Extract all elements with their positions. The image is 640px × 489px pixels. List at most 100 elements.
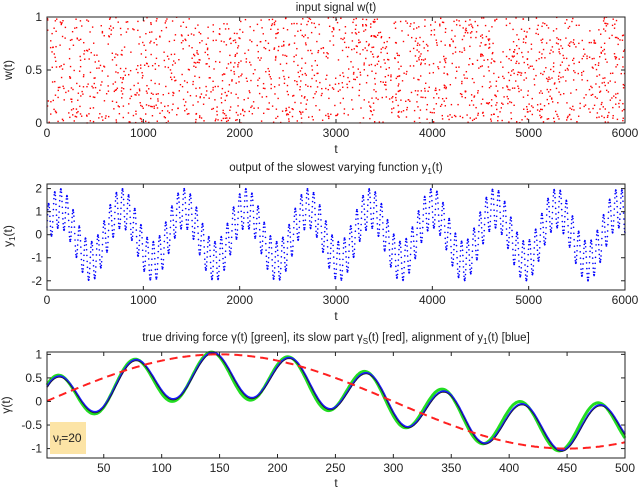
w-point (594, 64, 597, 66)
y1-point (509, 219, 512, 221)
w-point (275, 33, 277, 35)
y1-point (122, 193, 125, 196)
y1-point (542, 221, 544, 224)
w-point (594, 42, 597, 44)
y1-point (193, 227, 196, 229)
w-point (157, 100, 159, 102)
w-point (516, 60, 518, 63)
w-point (434, 89, 436, 92)
w-point (500, 61, 502, 63)
y1-point (612, 220, 615, 222)
y1-point (265, 255, 268, 258)
w-point (402, 40, 405, 43)
y1-point (378, 232, 380, 234)
w-point (343, 37, 346, 39)
y1-point (441, 205, 444, 208)
w-point (282, 27, 285, 30)
w-point (168, 111, 171, 114)
y1-point (228, 250, 231, 252)
w-point (552, 51, 554, 53)
w-point (295, 54, 297, 56)
y1-point (498, 199, 501, 202)
w-point (214, 99, 216, 101)
y1-point (382, 234, 385, 237)
y1-point (285, 264, 288, 266)
y1-point (589, 245, 592, 248)
y1-point (551, 211, 554, 214)
y1-point (598, 248, 600, 251)
y1-point (619, 213, 621, 215)
y1-point (490, 209, 492, 211)
w-point (252, 72, 255, 75)
y1-point (51, 230, 54, 233)
w-point (391, 97, 393, 99)
w-point (525, 36, 527, 38)
y1-point (581, 274, 584, 277)
y1-point (455, 239, 458, 242)
w-point (339, 102, 342, 104)
w-point (422, 96, 424, 99)
w-point (49, 46, 52, 49)
w-point (604, 121, 607, 123)
y1-point (590, 240, 593, 243)
y1-point (116, 202, 119, 204)
w-point (195, 95, 198, 97)
w-point (614, 36, 617, 39)
y1-point (91, 248, 94, 251)
w-point (150, 53, 152, 56)
w-point (191, 47, 193, 49)
w-point (108, 36, 111, 38)
y1-point (160, 258, 163, 261)
y1-point (85, 243, 88, 246)
w-point (156, 120, 158, 122)
y1-point (601, 237, 603, 240)
y1-point (459, 249, 462, 252)
y1-point (237, 217, 239, 220)
y1-point (568, 241, 570, 244)
w-point (497, 76, 500, 78)
w-point (572, 41, 574, 44)
y1-point (485, 196, 488, 199)
w-point (430, 29, 433, 32)
y1-point (549, 221, 551, 223)
w-point (597, 62, 600, 64)
w-point (132, 114, 135, 117)
y1-point (256, 209, 259, 211)
y1-point (320, 219, 322, 221)
w-point (237, 64, 239, 66)
y1-point (610, 209, 612, 212)
y1-point (182, 203, 184, 206)
w-point (469, 57, 471, 60)
w-point (454, 35, 456, 37)
w-point (192, 80, 194, 83)
w-point (502, 66, 504, 68)
y1-point (236, 236, 238, 239)
y1-point (422, 208, 425, 210)
y1-point (240, 215, 243, 218)
w-point (433, 97, 435, 99)
y1-point (232, 206, 235, 208)
w-point (586, 55, 588, 57)
w-point (168, 40, 171, 43)
y1-point (612, 231, 614, 233)
y1-point (279, 276, 282, 278)
w-point (216, 114, 218, 116)
y1-point (554, 207, 557, 210)
w-point (380, 48, 382, 50)
y1-point (156, 262, 159, 265)
w-point (473, 96, 475, 98)
y1-point (618, 218, 621, 220)
y1-point (487, 225, 490, 228)
y1-point (230, 251, 232, 253)
y1-point (178, 211, 181, 214)
w-point (320, 47, 322, 50)
w-point (541, 25, 543, 28)
y1-point (610, 220, 613, 222)
w-point (344, 26, 347, 28)
w-point (120, 77, 122, 79)
y1-point (114, 195, 117, 198)
y1-point (448, 217, 451, 220)
w-point (70, 109, 73, 111)
y1-point (287, 234, 289, 237)
y1-point (461, 241, 463, 244)
